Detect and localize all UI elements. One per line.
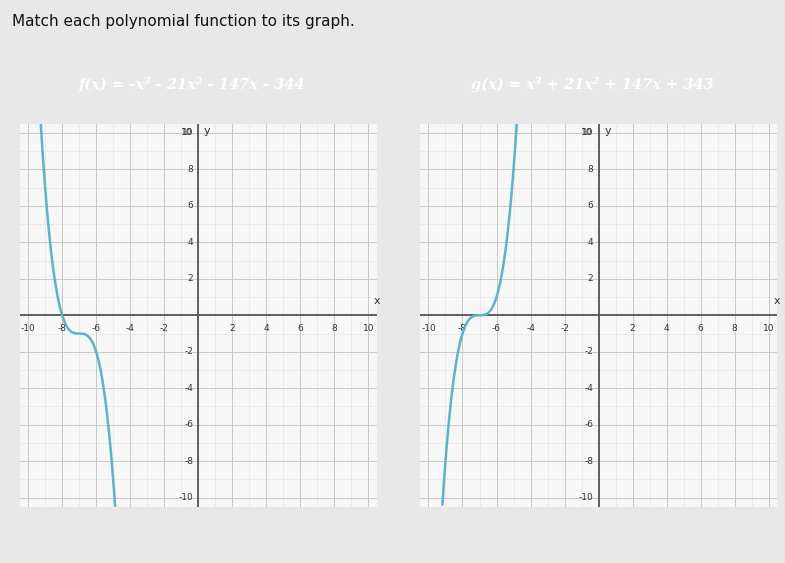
Text: 6: 6 [588, 202, 593, 211]
Text: -6: -6 [184, 420, 193, 429]
Text: -6: -6 [585, 420, 593, 429]
Text: -6: -6 [492, 324, 501, 333]
Text: -6: -6 [92, 324, 100, 333]
Text: f(x) = -x³ - 21x² - 147x - 344: f(x) = -x³ - 21x² - 147x - 344 [79, 77, 305, 92]
Text: -4: -4 [585, 384, 593, 393]
Text: -4: -4 [126, 324, 134, 333]
Text: -2: -2 [560, 324, 569, 333]
Text: -10: -10 [178, 493, 193, 502]
Text: 2: 2 [229, 324, 235, 333]
Text: 10: 10 [582, 128, 593, 137]
Text: 2: 2 [188, 274, 193, 283]
Text: -10: -10 [421, 324, 436, 333]
Text: 4: 4 [188, 238, 193, 247]
Text: 2: 2 [630, 324, 635, 333]
Text: 6: 6 [298, 324, 303, 333]
Text: x: x [774, 296, 780, 306]
Text: 10: 10 [181, 128, 192, 137]
Text: 4: 4 [664, 324, 670, 333]
Text: 8: 8 [732, 324, 737, 333]
Text: -8: -8 [585, 457, 593, 466]
Text: -8: -8 [458, 324, 467, 333]
Text: y: y [604, 126, 612, 136]
Text: -2: -2 [184, 347, 193, 356]
Text: -8: -8 [184, 457, 193, 466]
Text: 10: 10 [581, 128, 593, 137]
Text: g(x) = x³ + 21x² + 147x + 343: g(x) = x³ + 21x² + 147x + 343 [471, 77, 714, 92]
Text: 10: 10 [763, 324, 774, 333]
Text: 8: 8 [188, 165, 193, 174]
Text: -4: -4 [526, 324, 535, 333]
Text: 6: 6 [188, 202, 193, 211]
Text: 6: 6 [698, 324, 703, 333]
Text: 4: 4 [588, 238, 593, 247]
Text: -8: -8 [57, 324, 67, 333]
Text: x: x [374, 296, 380, 306]
Text: -10: -10 [579, 493, 593, 502]
Text: 2: 2 [588, 274, 593, 283]
Text: Match each polynomial function to its graph.: Match each polynomial function to its gr… [12, 14, 355, 29]
Text: 10: 10 [363, 324, 374, 333]
Text: 8: 8 [588, 165, 593, 174]
Text: -2: -2 [585, 347, 593, 356]
Text: -10: -10 [20, 324, 35, 333]
Text: 8: 8 [331, 324, 337, 333]
Text: -4: -4 [184, 384, 193, 393]
Text: y: y [204, 126, 211, 136]
Text: 4: 4 [264, 324, 269, 333]
Text: 10: 10 [181, 128, 193, 137]
Text: -2: -2 [160, 324, 169, 333]
